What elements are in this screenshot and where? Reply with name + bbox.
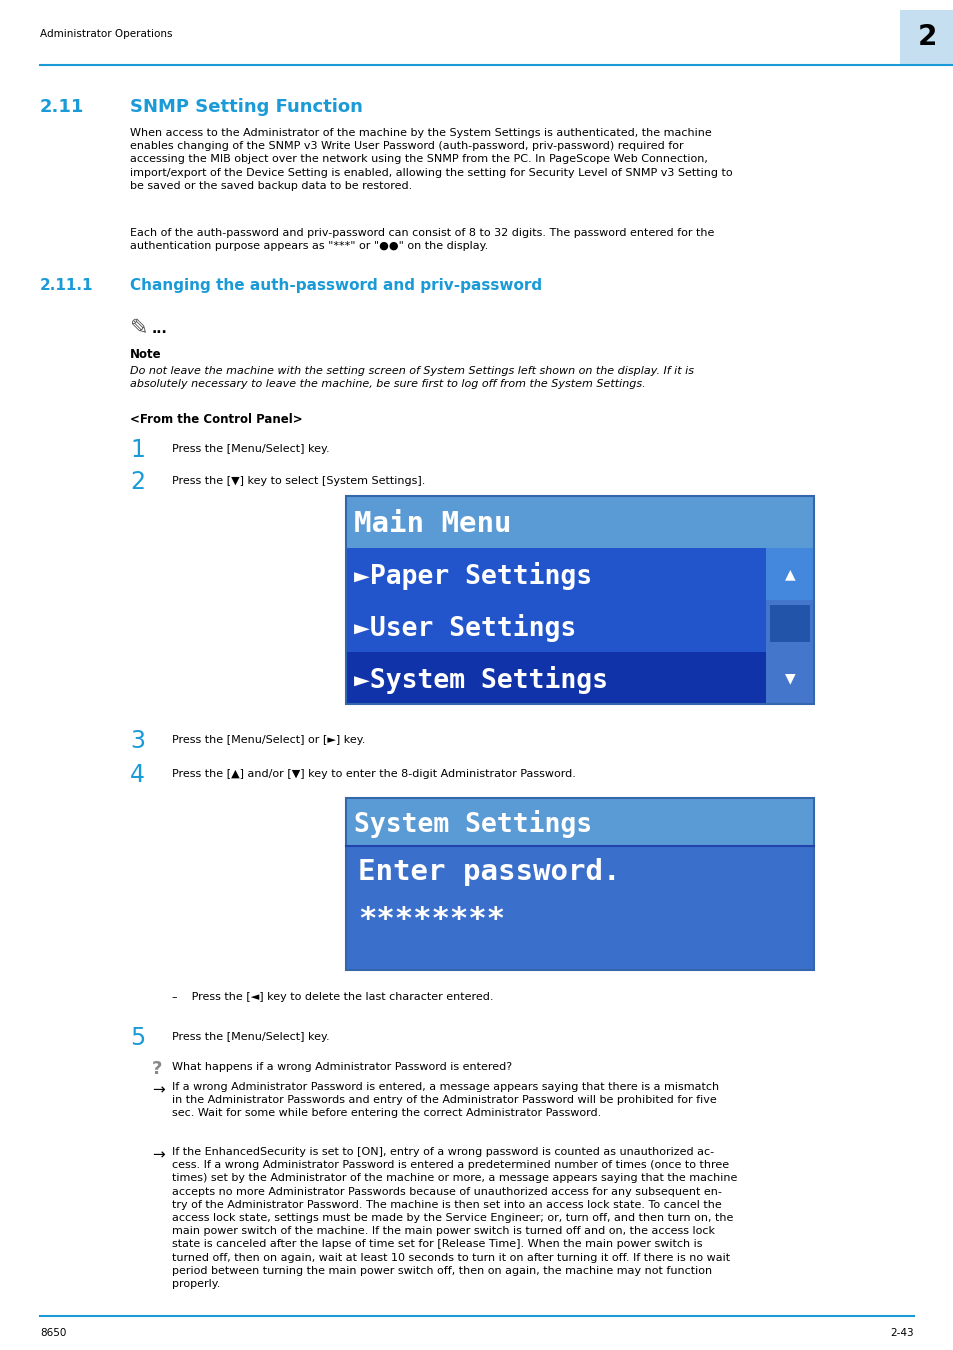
Text: ►System Settings: ►System Settings (354, 666, 607, 694)
Bar (346, 495, 813, 548)
Text: Enter password.: Enter password. (357, 859, 619, 886)
Text: ▼: ▼ (784, 671, 795, 684)
Bar (346, 798, 813, 971)
Text: Press the [Menu/Select] or [►] key.: Press the [Menu/Select] or [►] key. (172, 734, 365, 745)
Bar (765, 548, 813, 599)
Text: Each of the auth-password and priv-password can consist of 8 to 32 digits. The p: Each of the auth-password and priv-passw… (130, 228, 714, 251)
Bar (346, 652, 765, 703)
Text: Main Menu: Main Menu (354, 510, 511, 539)
Text: 2: 2 (917, 23, 936, 51)
Text: –    Press the [◄] key to delete the last character entered.: – Press the [◄] key to delete the last c… (172, 992, 493, 1002)
Text: 2-43: 2-43 (889, 1328, 913, 1338)
Text: ▲: ▲ (784, 567, 795, 580)
Bar (346, 599, 765, 652)
Text: Note: Note (130, 348, 161, 360)
Text: SNMP Setting Function: SNMP Setting Function (130, 99, 362, 116)
Bar (346, 798, 813, 846)
Text: 4: 4 (130, 763, 145, 787)
Text: Press the [Menu/Select] key.: Press the [Menu/Select] key. (172, 1031, 330, 1042)
Text: 3: 3 (130, 729, 145, 753)
Text: If the EnhancedSecurity is set to [ON], entry of a wrong password is counted as : If the EnhancedSecurity is set to [ON], … (172, 1148, 737, 1289)
Text: Do not leave the machine with the setting screen of System Settings left shown o: Do not leave the machine with the settin… (130, 366, 693, 389)
Bar (346, 798, 813, 971)
Text: 5: 5 (130, 1026, 145, 1050)
Text: What happens if a wrong Administrator Password is entered?: What happens if a wrong Administrator Pa… (172, 1062, 512, 1072)
Text: →: → (152, 1081, 165, 1098)
Text: 1: 1 (130, 437, 145, 462)
Text: 2: 2 (130, 470, 145, 494)
Text: 2.11.1: 2.11.1 (40, 278, 93, 293)
Text: ********: ******** (357, 906, 504, 934)
Text: ✎: ✎ (130, 319, 149, 338)
Text: ►User Settings: ►User Settings (354, 614, 576, 643)
Text: If a wrong Administrator Password is entered, a message appears saying that ther: If a wrong Administrator Password is ent… (172, 1081, 719, 1118)
Text: ...: ... (152, 323, 168, 336)
Bar (346, 495, 813, 703)
Text: Press the [▼] key to select [System Settings].: Press the [▼] key to select [System Sett… (172, 477, 425, 486)
Text: Press the [▲] and/or [▼] key to enter the 8-digit Administrator Password.: Press the [▲] and/or [▼] key to enter th… (172, 769, 576, 779)
Text: ►Paper Settings: ►Paper Settings (354, 562, 592, 590)
Text: Administrator Operations: Administrator Operations (40, 28, 172, 39)
Text: System Settings: System Settings (354, 810, 592, 838)
Text: When access to the Administrator of the machine by the System Settings is authen: When access to the Administrator of the … (130, 128, 732, 190)
Bar (769, 605, 809, 641)
Text: 2.11: 2.11 (40, 99, 84, 116)
Text: <From the Control Panel>: <From the Control Panel> (130, 413, 302, 427)
Bar (899, 9, 953, 65)
Bar (765, 548, 813, 703)
Text: Changing the auth-password and priv-password: Changing the auth-password and priv-pass… (130, 278, 541, 293)
Text: 8650: 8650 (40, 1328, 67, 1338)
Text: ?: ? (152, 1060, 162, 1079)
Text: →: → (152, 1148, 165, 1162)
Bar (346, 548, 765, 599)
Text: Press the [Menu/Select] key.: Press the [Menu/Select] key. (172, 444, 330, 454)
